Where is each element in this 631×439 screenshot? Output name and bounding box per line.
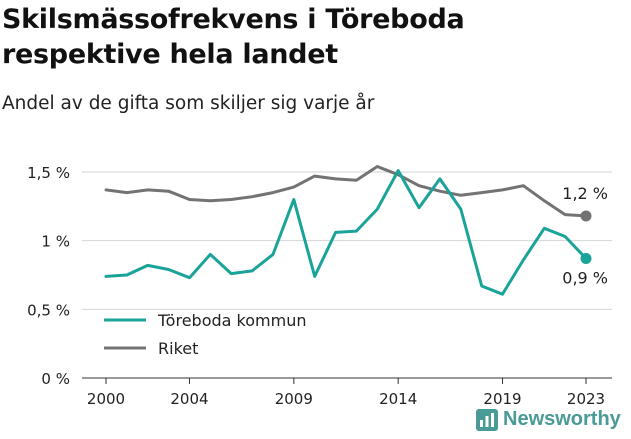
y-tick-label: 1,5 % bbox=[27, 164, 70, 182]
y-tick-label: 0 % bbox=[41, 370, 70, 388]
series-line-riket bbox=[104, 165, 588, 218]
end-label-toreboda: 0,9 % bbox=[562, 269, 608, 288]
series-line-toreboda bbox=[104, 169, 588, 296]
y-tick-label: 1 % bbox=[41, 233, 70, 251]
chart-subtitle: Andel av de gifta som skiljer sig varje … bbox=[2, 93, 375, 114]
series-end-point-toreboda bbox=[580, 253, 592, 265]
legend: Töreboda kommun Riket bbox=[104, 311, 306, 358]
legend-label: Töreboda kommun bbox=[157, 311, 306, 330]
newsworthy-logo: Newsworthy bbox=[476, 408, 621, 431]
series-end-point-riket bbox=[580, 210, 592, 222]
end-label-riket: 1,2 % bbox=[562, 184, 608, 203]
title-line-2: respektive hela landet bbox=[2, 39, 338, 70]
x-tick-label: 2000 bbox=[87, 390, 125, 408]
newsworthy-logo-text: Newsworthy bbox=[503, 408, 621, 430]
x-tick-label: 2009 bbox=[275, 390, 313, 408]
title-line-1: Skilsmässofrekvens i Töreboda bbox=[2, 4, 465, 35]
chart-title: Skilsmässofrekvens i Töreboda respektive… bbox=[2, 2, 465, 72]
x-tick-label: 2019 bbox=[483, 390, 521, 408]
y-tick-label: 0,5 % bbox=[27, 301, 70, 319]
end-labels: 0,9 % 1,2 % bbox=[562, 184, 608, 288]
series-lines bbox=[104, 165, 592, 296]
newsworthy-logo-icon bbox=[476, 408, 498, 431]
y-axis: 0 % 0,5 % 1 % 1,5 % bbox=[27, 164, 70, 388]
legend-label: Riket bbox=[158, 339, 198, 358]
x-tick-label: 2023 bbox=[567, 390, 605, 408]
grid-lines bbox=[82, 171, 612, 310]
x-axis: 2000 2004 2009 2014 2019 2023 bbox=[82, 377, 612, 408]
x-tick-label: 2004 bbox=[170, 390, 208, 408]
x-tick-label: 2014 bbox=[379, 390, 417, 408]
